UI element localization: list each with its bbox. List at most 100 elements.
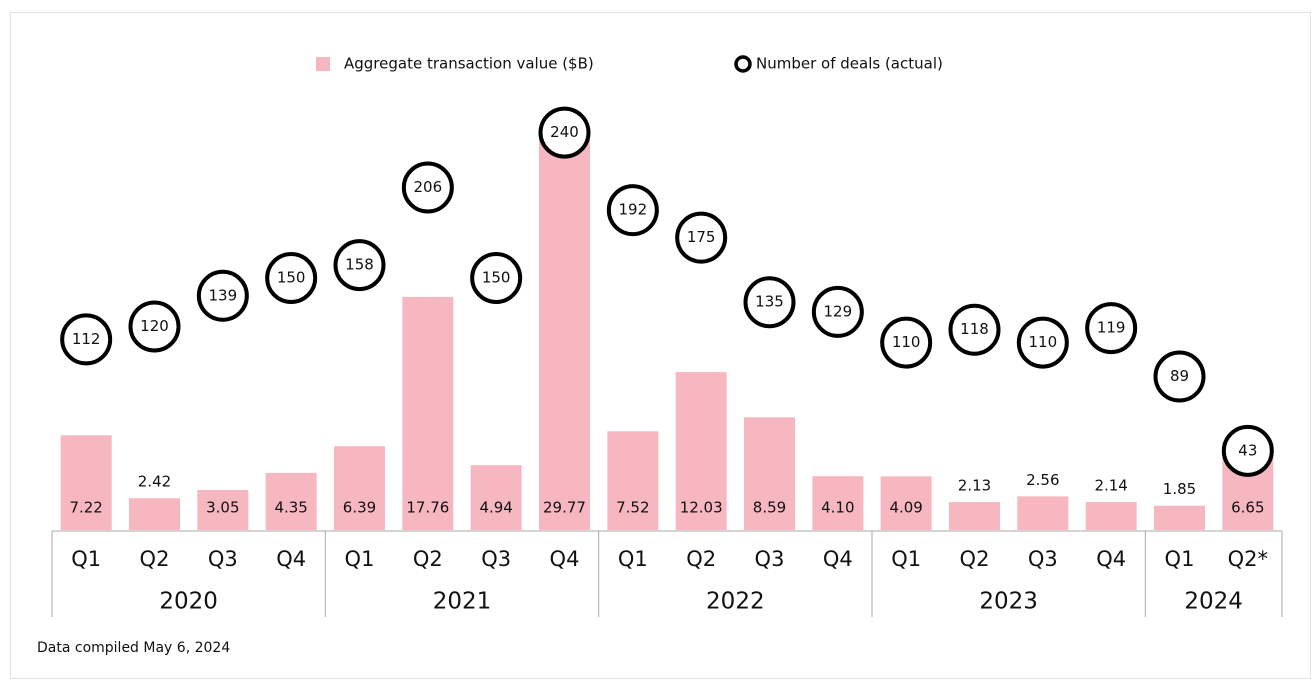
deal-label: 192	[619, 201, 648, 219]
x-group-label: 2021	[433, 589, 492, 615]
bar-value-label: 3.05	[206, 499, 239, 517]
x-tick-label: Q1	[71, 547, 101, 571]
bar	[129, 498, 180, 530]
deal-marker	[1221, 424, 1274, 477]
deal-label: 110	[1029, 333, 1058, 351]
x-tick-label: Q4	[1096, 547, 1126, 571]
deal-marker	[743, 276, 796, 329]
deal-label: 112	[72, 330, 101, 348]
bar-value-label: 1.85	[1163, 480, 1196, 498]
bar-value-label: 4.94	[479, 499, 512, 517]
x-tick-label: Q1	[891, 547, 921, 571]
deal-marker	[948, 303, 1001, 356]
bar-value-label: 7.22	[69, 499, 102, 517]
x-tick-label: Q3	[208, 547, 238, 571]
x-tick-label: Q1	[1165, 547, 1195, 571]
bar	[880, 476, 932, 530]
bar	[539, 139, 590, 531]
x-tick-label: Q3	[481, 547, 511, 571]
deal-marker	[606, 184, 659, 237]
x-tick-label: Q3	[755, 547, 785, 571]
deal-marker	[1016, 316, 1069, 369]
bar	[812, 476, 864, 530]
footnote: Data compiled May 6, 2024	[37, 640, 230, 656]
legend-label: Aggregate transaction value ($B)	[344, 55, 594, 73]
x-tick-label: Q2*	[1228, 547, 1268, 571]
bar	[607, 431, 659, 530]
bar-value-label: 2.42	[138, 473, 171, 491]
x-tick-label: Q2	[413, 547, 443, 571]
deal-label: 135	[755, 293, 784, 311]
deal-label: 118	[960, 320, 989, 338]
x-tick-label: Q2	[960, 547, 990, 571]
deal-label: 158	[345, 256, 374, 274]
x-group-label: 2023	[979, 589, 1038, 615]
x-group-label: 2024	[1184, 589, 1243, 615]
deal-marker	[470, 252, 523, 304]
deal-label: 43	[1238, 441, 1257, 459]
deal-marker	[880, 316, 933, 369]
deal-marker	[538, 106, 591, 159]
legend-swatch	[734, 55, 752, 73]
deal-marker	[1085, 302, 1138, 355]
x-group-label: 2020	[159, 589, 218, 615]
deal-marker	[60, 313, 113, 366]
bar	[265, 472, 317, 530]
bar-value-label: 4.35	[274, 499, 307, 517]
bar-value-label: 12.03	[680, 499, 723, 517]
x-tick-label: Q3	[1028, 547, 1058, 571]
deal-label: 150	[482, 269, 511, 287]
bar-value-label: 17.76	[406, 499, 449, 517]
legend-label: Number of deals (actual)	[756, 55, 943, 73]
deal-label: 129	[824, 302, 853, 320]
deal-label: 206	[414, 178, 443, 196]
bar-value-label: 2.56	[1026, 471, 1059, 489]
bar-value-label: 2.14	[1094, 476, 1127, 494]
x-tick-label: Q4	[276, 547, 306, 571]
bar	[197, 489, 249, 530]
bar-value-label: 6.65	[1231, 499, 1264, 517]
deal-marker	[675, 211, 728, 264]
bar-value-label: 6.39	[343, 499, 376, 517]
deal-label: 89	[1170, 367, 1189, 385]
x-tick-label: Q2	[686, 547, 716, 571]
deal-marker	[265, 252, 318, 304]
bar	[402, 296, 454, 530]
bar-value-label: 8.59	[753, 499, 786, 517]
deal-marker	[401, 161, 454, 214]
bar-value-label: 2.13	[958, 477, 991, 495]
deal-label: 240	[550, 123, 579, 141]
bar	[744, 417, 795, 530]
deal-marker	[333, 239, 386, 292]
deal-marker	[196, 269, 249, 322]
x-tick-label: Q4	[823, 547, 853, 571]
bar	[60, 435, 112, 530]
bar	[1085, 501, 1137, 530]
bar	[470, 465, 522, 530]
x-tick-label: Q4	[550, 547, 580, 571]
deal-label: 139	[209, 286, 238, 304]
bar-value-label: 4.10	[821, 499, 854, 517]
deal-label: 120	[140, 317, 169, 335]
bar	[1154, 505, 1205, 530]
x-tick-label: Q1	[618, 547, 648, 571]
x-tick-label: Q1	[345, 547, 375, 571]
bar	[949, 502, 1000, 530]
bar	[1017, 496, 1069, 530]
deal-marker	[128, 300, 181, 353]
bar-value-label: 29.77	[543, 499, 586, 517]
deal-label: 150	[277, 269, 306, 287]
deal-label: 175	[687, 228, 716, 246]
legend-swatch	[316, 57, 330, 71]
deal-label: 119	[1097, 319, 1126, 337]
bar-value-label: 7.52	[616, 499, 649, 517]
deal-marker	[811, 285, 864, 338]
deal-label: 110	[892, 333, 921, 351]
bar-value-label: 4.09	[889, 499, 922, 517]
bar	[334, 446, 385, 530]
bar	[675, 372, 727, 530]
x-group-label: 2022	[706, 589, 765, 615]
x-tick-label: Q2	[140, 547, 170, 571]
deal-marker	[1153, 350, 1206, 403]
